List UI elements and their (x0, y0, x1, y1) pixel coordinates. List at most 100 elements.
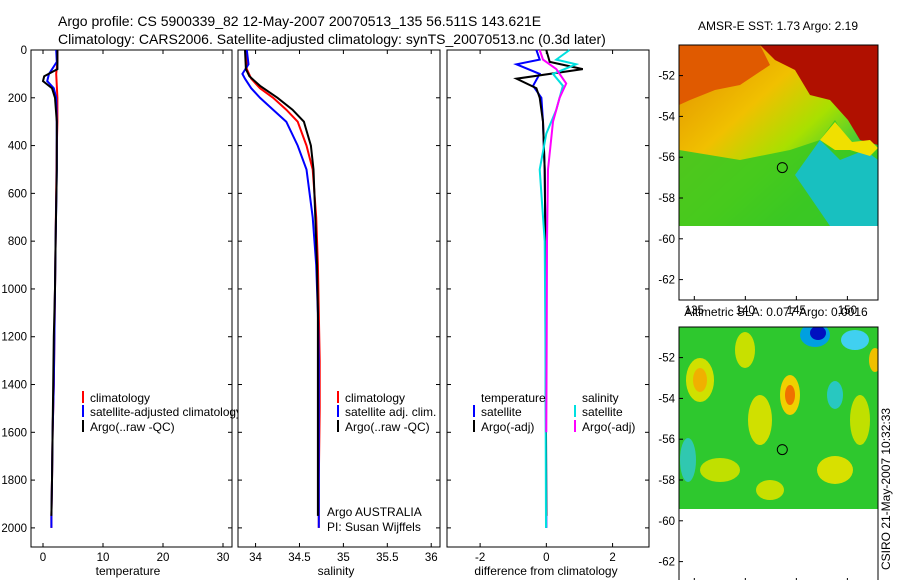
sst-axes: 135 140 145 150 -52 -54 -56 -58 -60 -62 (658, 71, 857, 317)
y-tick-label: -56 (658, 434, 675, 446)
y-tick-label: -60 (658, 516, 675, 528)
sst-map-panel: AMSR-E SST: 1.73 Argo: 2.19 135 140 145 150… (658, 19, 879, 317)
x-tick-label: 35.5 (376, 552, 398, 564)
y-tick-label: 2000 (1, 523, 27, 535)
x-tick-label: 10 (97, 552, 110, 564)
x-tick-label: 20 (157, 552, 170, 564)
x-tick-label: 2 (609, 552, 615, 564)
y-tick-label: -60 (658, 234, 675, 246)
y-tick-label: 400 (8, 141, 27, 153)
sst-field (679, 45, 878, 226)
sla-blob (869, 348, 878, 372)
x-tick-label: 135 (685, 305, 704, 317)
series-salinity-satellite (538, 49, 580, 528)
legend-sal-satellite: satellite (582, 405, 623, 419)
x-tick-label: 34 (249, 552, 262, 564)
x-tick-label: 0 (543, 552, 549, 564)
y-tick-label: 1600 (1, 427, 27, 439)
sst-map-title: AMSR-E SST: 1.73 Argo: 2.19 (698, 19, 858, 33)
temperature-legend: climatology satellite-adjusted climatolo… (82, 391, 242, 434)
temperature-axes: 0 200 400 600 800 1000 1200 1400 1600 1800 2000 0 10… (1, 45, 232, 564)
legend-sal-argo: Argo(-adj) (582, 420, 635, 434)
sla-axes-frame (678, 326, 879, 580)
y-tick-label: 600 (8, 188, 27, 200)
temperature-series (41, 49, 59, 528)
legend-group-salinity: salinity (582, 391, 619, 405)
x-tick-label: 0 (40, 552, 46, 564)
temperature-panel: 0 200 400 600 800 1000 1200 1400 1600 1800 2000 0 10… (1, 45, 242, 578)
sla-blob (700, 458, 740, 482)
difference-legend: temperature satellite Argo(-adj) salinit… (473, 391, 635, 434)
sst-warm-region (760, 45, 878, 145)
difference-axes-frame (446, 49, 650, 548)
sla-blob (735, 332, 755, 368)
sla-blob (693, 368, 707, 392)
sst-argo-marker (776, 162, 788, 174)
annotation-argo-australia: Argo AUSTRALIA (327, 505, 422, 519)
sla-blob (841, 330, 869, 350)
temperature-xlabel: temperature (96, 564, 161, 578)
y-tick-label: 200 (8, 93, 27, 105)
x-tick-label: 150 (838, 305, 857, 317)
sla-blob (817, 456, 853, 484)
y-tick-label: -52 (658, 353, 675, 365)
legend-climatology: climatology (345, 391, 405, 405)
y-tick-label: -56 (658, 152, 675, 164)
y-tick-label: 1200 (1, 332, 27, 344)
y-tick-label: 1400 (1, 380, 27, 392)
legend-climatology: climatology (90, 391, 150, 405)
difference-series (513, 49, 584, 528)
x-tick-label: -2 (475, 552, 485, 564)
sla-map-title: Altimetric SLA: 0.077 Argo: 0.0016 (684, 305, 868, 319)
y-tick-label: -58 (658, 475, 675, 487)
y-tick-label: -62 (658, 557, 675, 569)
x-tick-label: 34.5 (288, 552, 310, 564)
x-tick-label: 145 (787, 305, 806, 317)
y-tick-label: -54 (658, 111, 675, 123)
salinity-series (241, 49, 321, 528)
sla-field (679, 327, 878, 509)
legend-group-temperature: temperature (481, 391, 546, 405)
y-tick-label: -58 (658, 193, 675, 205)
y-tick-label: -52 (658, 71, 675, 83)
salinity-panel: 34 34.5 35 35.5 36 salinity climatology sate… (237, 49, 441, 578)
y-tick-label: 0 (21, 45, 27, 57)
x-tick-label: 35 (337, 552, 350, 564)
sla-blob (756, 480, 784, 500)
sst-axes-frame (678, 44, 879, 301)
sla-blob (810, 327, 826, 340)
header-line-1: Argo profile: CS 5900339_82 12-May-2007 … (58, 13, 541, 29)
annotation-pi: PI: Susan Wijffels (327, 520, 421, 534)
series-salinity-argo-adj- (538, 49, 568, 433)
salinity-axes-frame (237, 49, 441, 548)
legend-temp-argo: Argo(-adj) (481, 420, 534, 434)
sla-blob (827, 381, 843, 409)
sst-yellow-band (820, 122, 878, 156)
y-tick-label: 800 (8, 236, 27, 248)
y-tick-label: 1000 (1, 284, 27, 296)
series-argo-raw-qc- (41, 50, 59, 516)
sla-blob (680, 438, 696, 482)
sla-map-panel: Altimetric SLA: 0.077 Argo: 0.0016 135 14… (658, 305, 879, 580)
x-tick-label: 30 (217, 552, 230, 564)
x-tick-label: 36 (425, 552, 438, 564)
temperature-axes-frame (30, 49, 233, 548)
legend-satellite: satellite adj. clim. (345, 405, 436, 419)
salinity-legend: climatology satellite adj. clim. Argo(..… (337, 391, 436, 434)
legend-argo: Argo(..raw -QC) (90, 420, 175, 434)
y-tick-label: -62 (658, 275, 675, 287)
sla-argo-marker (776, 444, 788, 456)
sla-blob (785, 385, 795, 405)
y-tick-label: -54 (658, 393, 675, 405)
sla-blob (748, 395, 772, 445)
salinity-axes: 34 34.5 35 35.5 36 (238, 49, 440, 564)
sla-base (679, 327, 878, 509)
x-tick-label: 140 (736, 305, 755, 317)
legend-temp-satellite: satellite (481, 405, 522, 419)
salinity-xlabel: salinity (318, 564, 355, 578)
y-tick-label: 1800 (1, 475, 27, 487)
difference-xlabel: difference from climatology (474, 564, 617, 578)
side-credit: CSIRO 21-May-2007 10:32:33 (879, 408, 893, 570)
header-line-2: Climatology: CARS2006. Satellite-adjuste… (58, 31, 606, 47)
